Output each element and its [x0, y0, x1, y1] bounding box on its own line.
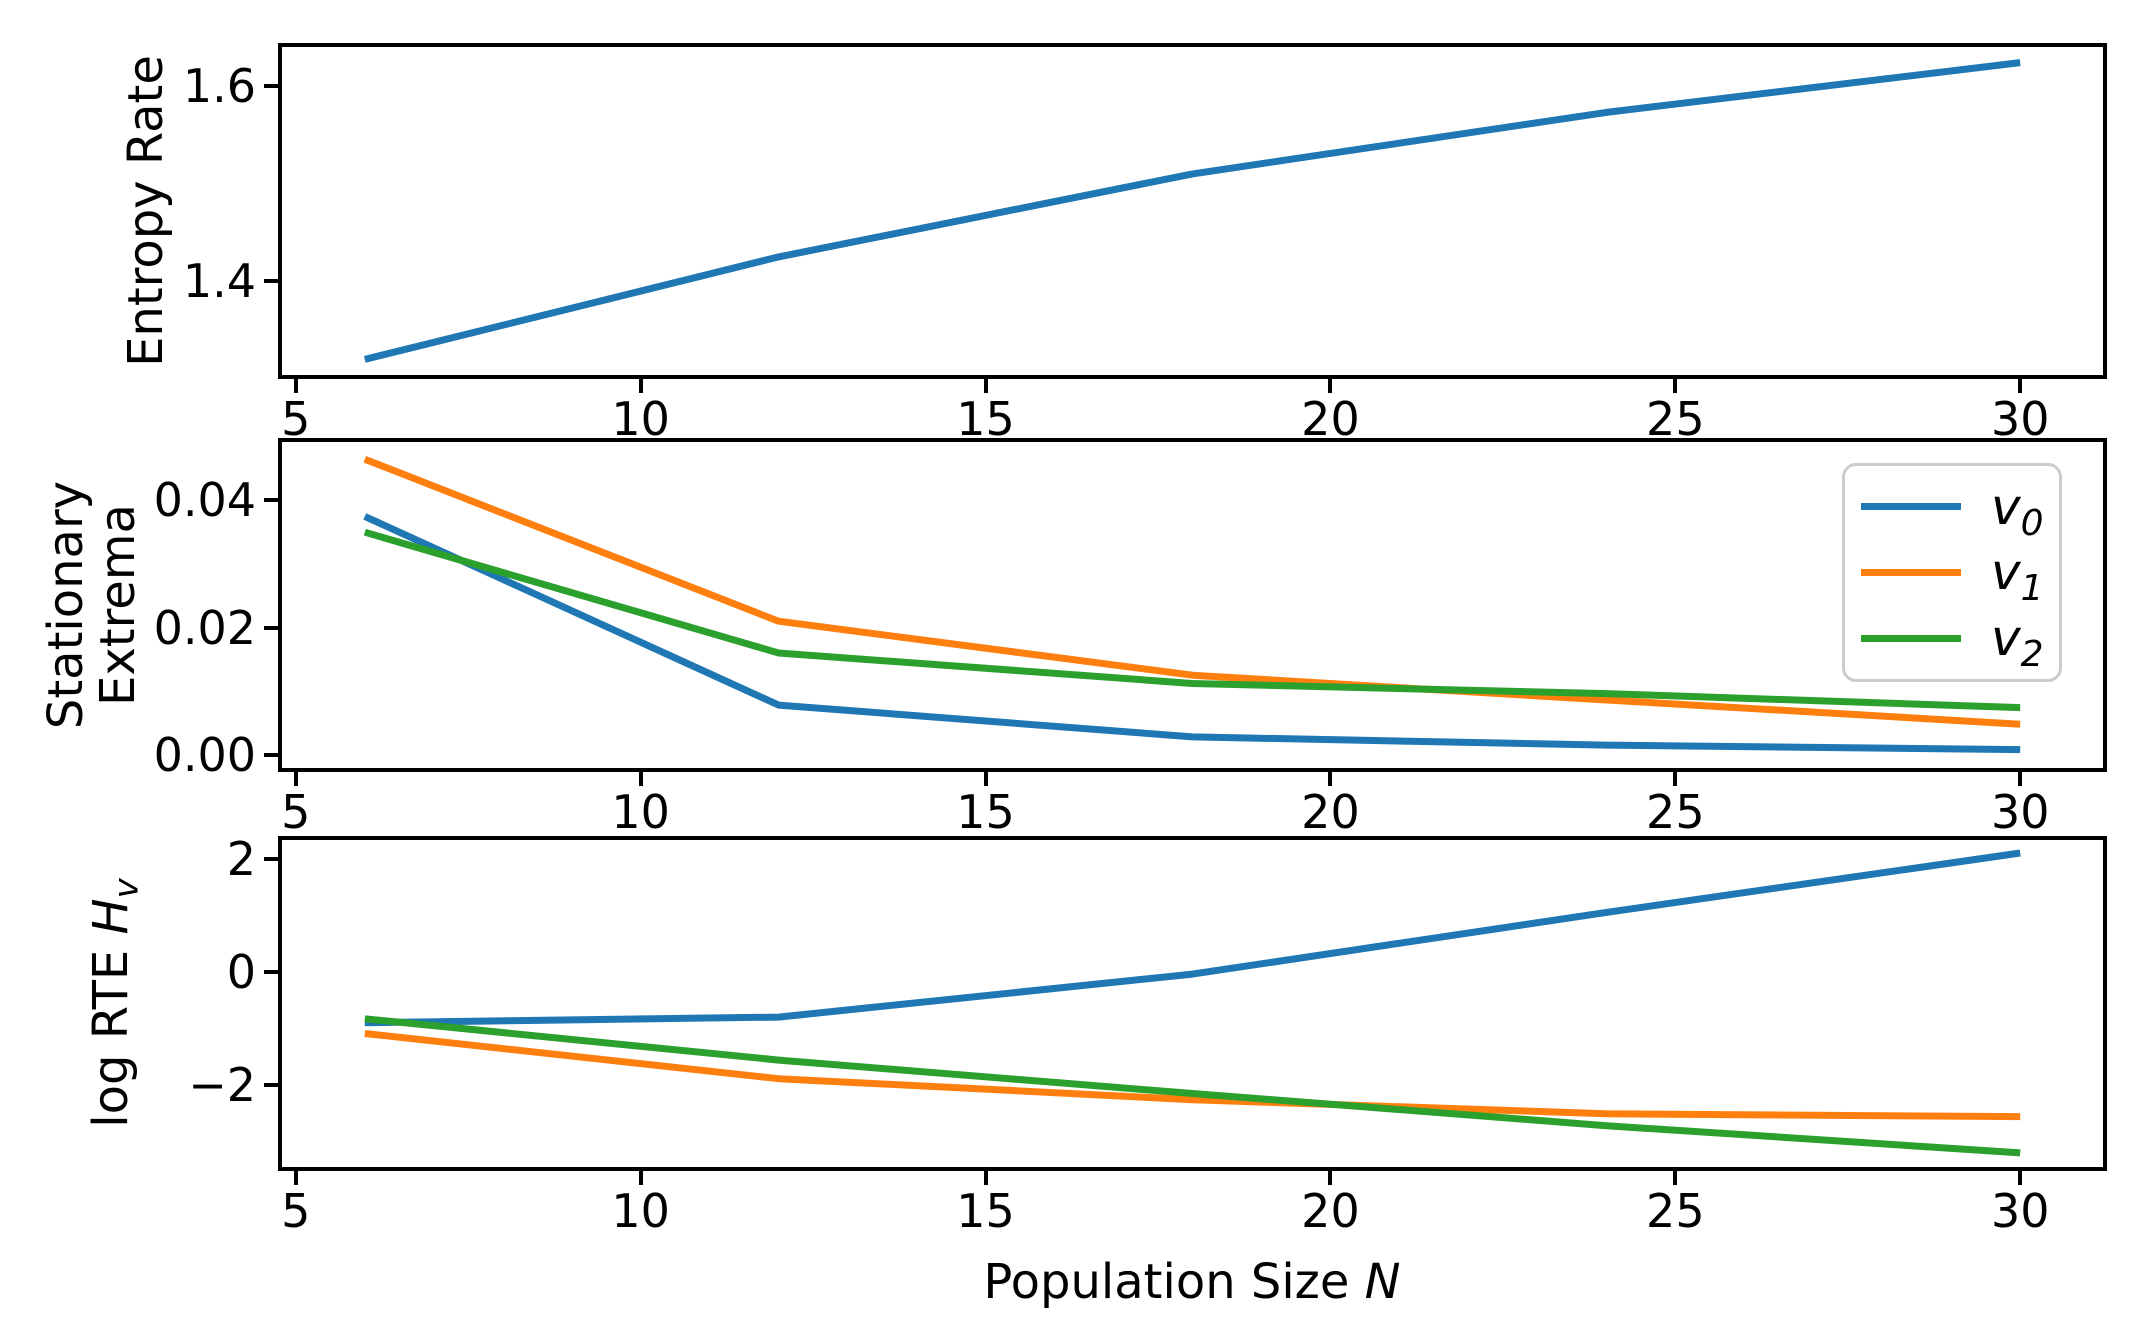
x-tick-label-30-sp0: 30 [1990, 392, 2050, 446]
y-tick-label-sp1-0.00: 0.00 [153, 727, 256, 782]
x-tick-mark-20-sp0 [1328, 379, 1333, 393]
legend-label-v0: v0 [1991, 477, 2044, 544]
x-tick-label-20-sp1: 20 [1301, 785, 1360, 839]
subplot-entropy-rate [278, 43, 2107, 379]
x-tick-mark-5-sp1 [293, 772, 298, 786]
legend-row-v0: v0 [1845, 477, 2059, 544]
y-tick-label-sp1-0.04: 0.04 [153, 473, 256, 528]
y-tick-label-sp2-−2: −2 [188, 1057, 256, 1112]
x-tick-label-15-sp1: 15 [956, 785, 1015, 839]
x-tick-label-30-sp1: 30 [1990, 785, 2050, 839]
y-tick-mark-sp2-0 [264, 969, 278, 974]
legend-row-v2: v2 [1845, 609, 2059, 676]
x-tick-mark-20-sp2 [1328, 1171, 1333, 1185]
x-tick-label-10-sp1: 10 [611, 785, 670, 839]
x-tick-mark-20-sp1 [1328, 772, 1333, 786]
x-tick-mark-10-sp0 [638, 379, 643, 393]
series-v0-line [363, 59, 2021, 363]
x-tick-mark-25-sp1 [1673, 772, 1678, 786]
x-tick-mark-25-sp0 [1673, 379, 1678, 393]
subplot-log-rte [278, 836, 2107, 1171]
x-tick-mark-30-sp2 [2018, 1171, 2023, 1185]
y-tick-mark-sp2-−2 [264, 1082, 278, 1087]
y-tick-label-sp2-0: 0 [226, 944, 256, 999]
x-tick-label-20-sp2: 20 [1301, 1184, 1360, 1238]
y-tick-mark-sp0-1.6 [264, 84, 278, 89]
y-tick-mark-sp1-0.00 [264, 752, 278, 757]
stationary-extrema-plot-area [363, 455, 2021, 754]
xlabel-population-size: Population Size N [892, 1256, 1492, 1308]
legend-line-sample-v1 [1861, 568, 1961, 576]
xlabel-symbol: N [1364, 1254, 1401, 1310]
x-tick-label-25-sp0: 25 [1646, 392, 1705, 446]
x-tick-mark-30-sp1 [2018, 772, 2023, 786]
series-v0-line [363, 513, 2021, 754]
legend-row-v1: v1 [1845, 543, 2059, 610]
x-tick-mark-5-sp2 [293, 1171, 298, 1185]
x-tick-mark-10-sp1 [638, 772, 643, 786]
x-tick-mark-15-sp0 [983, 379, 988, 393]
entropy-rate-plot-area [363, 59, 2021, 363]
legend-line-sample-v2 [1861, 634, 1961, 642]
x-tick-mark-10-sp2 [638, 1171, 643, 1185]
x-tick-label-15-sp2: 15 [956, 1184, 1015, 1238]
x-tick-mark-5-sp0 [293, 379, 298, 393]
legend: v0 v1 v2 [1842, 463, 2062, 682]
series-v1-line [363, 455, 2021, 728]
series-v0-line [364, 849, 2021, 1027]
y-tick-label-sp0-1.4: 1.4 [182, 254, 256, 309]
y-tick-mark-sp1-0.02 [264, 625, 278, 630]
x-tick-label-20-sp0: 20 [1301, 392, 1360, 446]
y-tick-label-sp0-1.6: 1.6 [182, 59, 256, 114]
x-tick-label-5-sp0: 5 [281, 392, 311, 446]
ylabel-log-rte: log RTE Hv [83, 703, 147, 1303]
subplot-stationary-extrema [278, 438, 2107, 772]
x-tick-label-5-sp2: 5 [281, 1184, 311, 1238]
legend-line-sample-v0 [1861, 503, 1961, 511]
x-tick-label-25-sp2: 25 [1646, 1184, 1705, 1238]
x-tick-mark-15-sp2 [983, 1171, 988, 1185]
xlabel-text: Population Size [983, 1254, 1365, 1310]
series-v1-line [364, 1030, 2021, 1121]
x-tick-label-15-sp0: 15 [956, 392, 1015, 446]
y-tick-mark-sp1-0.04 [264, 498, 278, 503]
legend-label-v1: v1 [1991, 543, 2044, 610]
x-tick-mark-30-sp0 [2018, 379, 2023, 393]
series-v2-line [363, 528, 2021, 712]
x-tick-label-5-sp1: 5 [281, 785, 311, 839]
x-tick-mark-25-sp2 [1673, 1171, 1678, 1185]
y-tick-label-sp1-0.02: 0.02 [153, 600, 256, 655]
x-tick-mark-15-sp1 [983, 772, 988, 786]
log-rte-plot-area [364, 849, 2021, 1157]
x-tick-label-10-sp2: 10 [611, 1184, 670, 1238]
y-tick-label-sp2-2: 2 [226, 831, 256, 886]
series-v2-line [364, 1015, 2021, 1157]
x-tick-label-25-sp1: 25 [1646, 785, 1705, 839]
x-tick-label-10-sp0: 10 [611, 392, 670, 446]
legend-label-v2: v2 [1991, 609, 2044, 676]
y-tick-mark-sp2-2 [264, 856, 278, 861]
x-tick-label-30-sp2: 30 [1990, 1184, 2050, 1238]
y-tick-mark-sp0-1.4 [264, 279, 278, 284]
ylabel-log-rte-symbol: H [83, 898, 139, 935]
